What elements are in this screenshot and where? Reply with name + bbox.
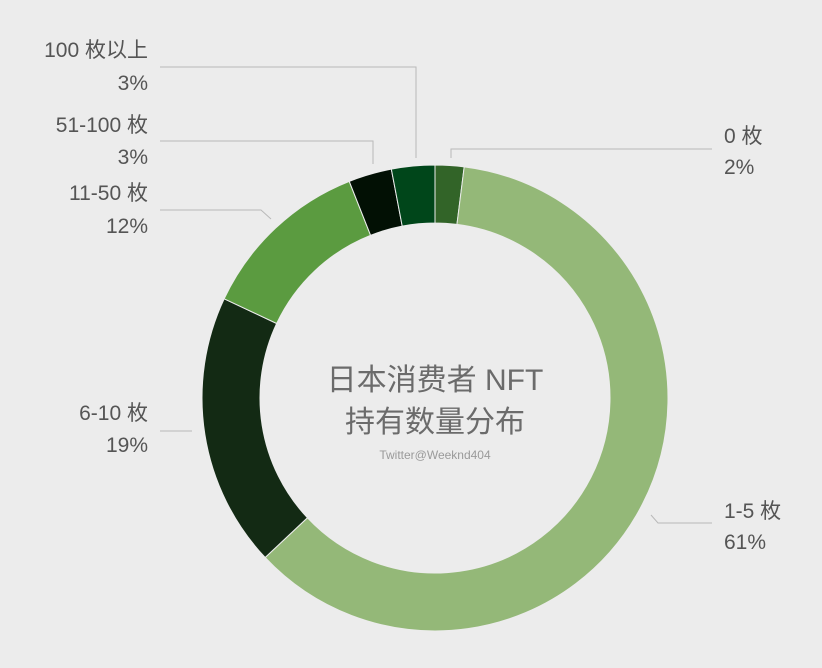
leader-line bbox=[160, 66, 417, 158]
slice-category-label: 6-10 枚 bbox=[79, 402, 148, 425]
credit-text: Twitter@Weeknd404 bbox=[379, 448, 491, 462]
chart-title-line-2: 持有数量分布 bbox=[345, 406, 525, 439]
leader-line bbox=[650, 514, 712, 524]
leader-line bbox=[160, 209, 272, 220]
slice-category-label: 11-50 枚 bbox=[69, 182, 148, 205]
slice-category-label: 100 枚以上 bbox=[44, 39, 148, 62]
chart-title-line-1: 日本消费者 NFT bbox=[327, 364, 544, 397]
slice-labels: 0 枚 2% 1-5 枚 61% 6-10 枚 19% 11-50 枚 12% 51-100 枚… bbox=[44, 39, 781, 554]
leader-lines bbox=[160, 66, 712, 524]
leader-line bbox=[160, 140, 374, 164]
slice-value-label: 2% bbox=[724, 156, 754, 179]
slice-value-label: 3% bbox=[118, 72, 148, 95]
slice-category-label: 1-5 枚 bbox=[724, 500, 781, 523]
slice-category-label: 0 枚 bbox=[724, 125, 763, 148]
slice-value-label: 12% bbox=[106, 215, 148, 238]
leader-line bbox=[450, 148, 712, 158]
donut-slice bbox=[201, 298, 309, 559]
donut-slice bbox=[223, 180, 372, 325]
slice-value-label: 3% bbox=[118, 146, 148, 169]
slice-value-label: 19% bbox=[106, 434, 148, 457]
slice-value-label: 61% bbox=[724, 531, 766, 554]
slice-category-label: 51-100 枚 bbox=[56, 114, 148, 137]
donut-slice bbox=[390, 164, 436, 227]
donut-slices bbox=[201, 164, 669, 632]
donut-slice bbox=[264, 166, 669, 632]
